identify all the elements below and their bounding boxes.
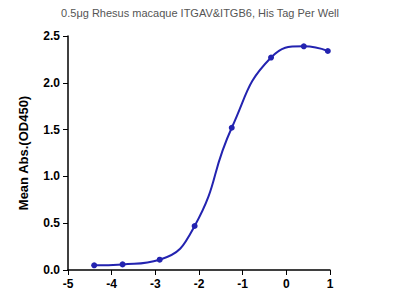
svg-text:0.5: 0.5	[43, 216, 60, 230]
svg-text:1: 1	[327, 277, 334, 291]
svg-text:2.0: 2.0	[43, 76, 60, 90]
svg-text:0: 0	[283, 277, 290, 291]
svg-text:-4: -4	[106, 277, 117, 291]
svg-text:1.5: 1.5	[43, 123, 60, 137]
svg-text:-5: -5	[63, 277, 74, 291]
svg-text:Mean Abs.(OD450): Mean Abs.(OD450)	[16, 96, 31, 210]
svg-text:0.0: 0.0	[43, 263, 60, 277]
svg-text:0.5μg Rhesus macaque ITGAV&ITG: 0.5μg Rhesus macaque ITGAV&ITGB6, His Ta…	[61, 7, 339, 19]
svg-text:-1: -1	[237, 277, 248, 291]
svg-text:-3: -3	[150, 277, 161, 291]
svg-text:2.5: 2.5	[43, 29, 60, 43]
svg-text:-2: -2	[194, 277, 205, 291]
svg-text:1.0: 1.0	[43, 169, 60, 183]
